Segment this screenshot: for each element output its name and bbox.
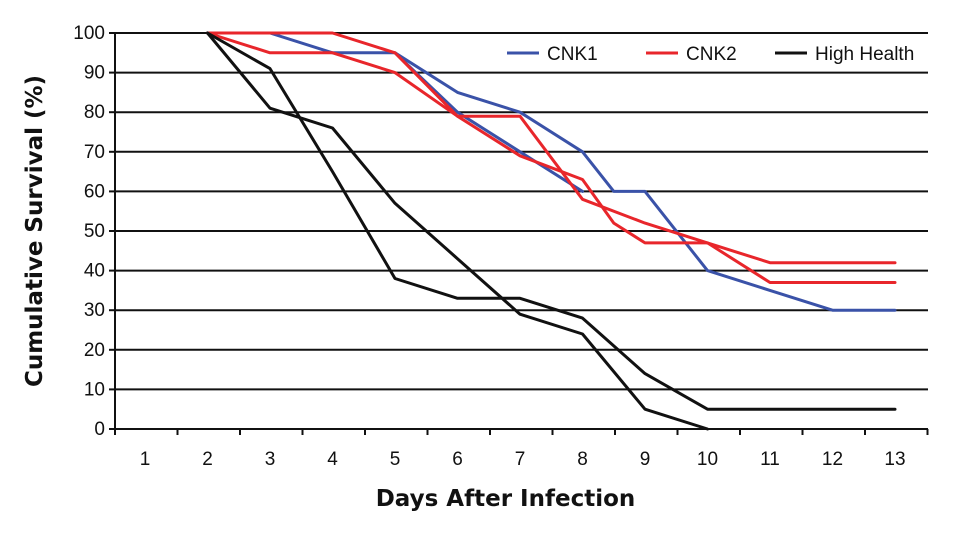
series-line-cnk2 [206,31,897,265]
series-line-high-health [206,31,897,411]
legend: CNK1 CNK2 High Health [496,37,942,67]
y-tick-label: 100 [73,23,105,44]
y-tick-label: 30 [84,300,105,321]
y-tick-label: 0 [94,419,105,440]
x-tick-label: 8 [577,449,588,470]
y-tick-label: 20 [84,340,105,361]
legend-label-cnk1: CNK1 [547,44,598,65]
x-tick-label: 11 [760,449,780,470]
x-tick-label: 6 [452,449,463,470]
y-tick-label: 70 [84,142,105,163]
series-lines [206,31,897,431]
series-line-high-health [206,31,709,431]
y-tick-label: 90 [84,63,105,84]
x-tick-label: 3 [265,449,276,470]
y-axis-title: Cumulative Survival (%) [22,75,48,387]
y-tick-label: 50 [84,221,105,242]
series-line-cnk2 [206,31,897,284]
x-tick-label: 13 [884,449,905,470]
x-tick-label: 2 [202,449,213,470]
legend-background [496,37,942,67]
x-tick-label: 7 [515,449,526,470]
x-axis-title: Days After Infection [376,486,636,512]
legend-label-high-health: High Health [815,44,914,65]
gridlines [115,32,928,391]
x-tick-label: 12 [822,449,843,470]
legend-label-cnk2: CNK2 [686,44,737,65]
x-tick-label: 1 [140,449,151,470]
x-tick-label: 5 [390,449,401,470]
y-tick-label: 40 [84,261,105,282]
x-tick-label: 10 [697,449,718,470]
y-tick-label: 10 [84,379,105,400]
x-tick-label: 9 [640,449,651,470]
y-tick-label: 80 [84,102,105,123]
x-tick-label: 4 [327,449,338,470]
y-tick-label: 60 [84,181,105,202]
